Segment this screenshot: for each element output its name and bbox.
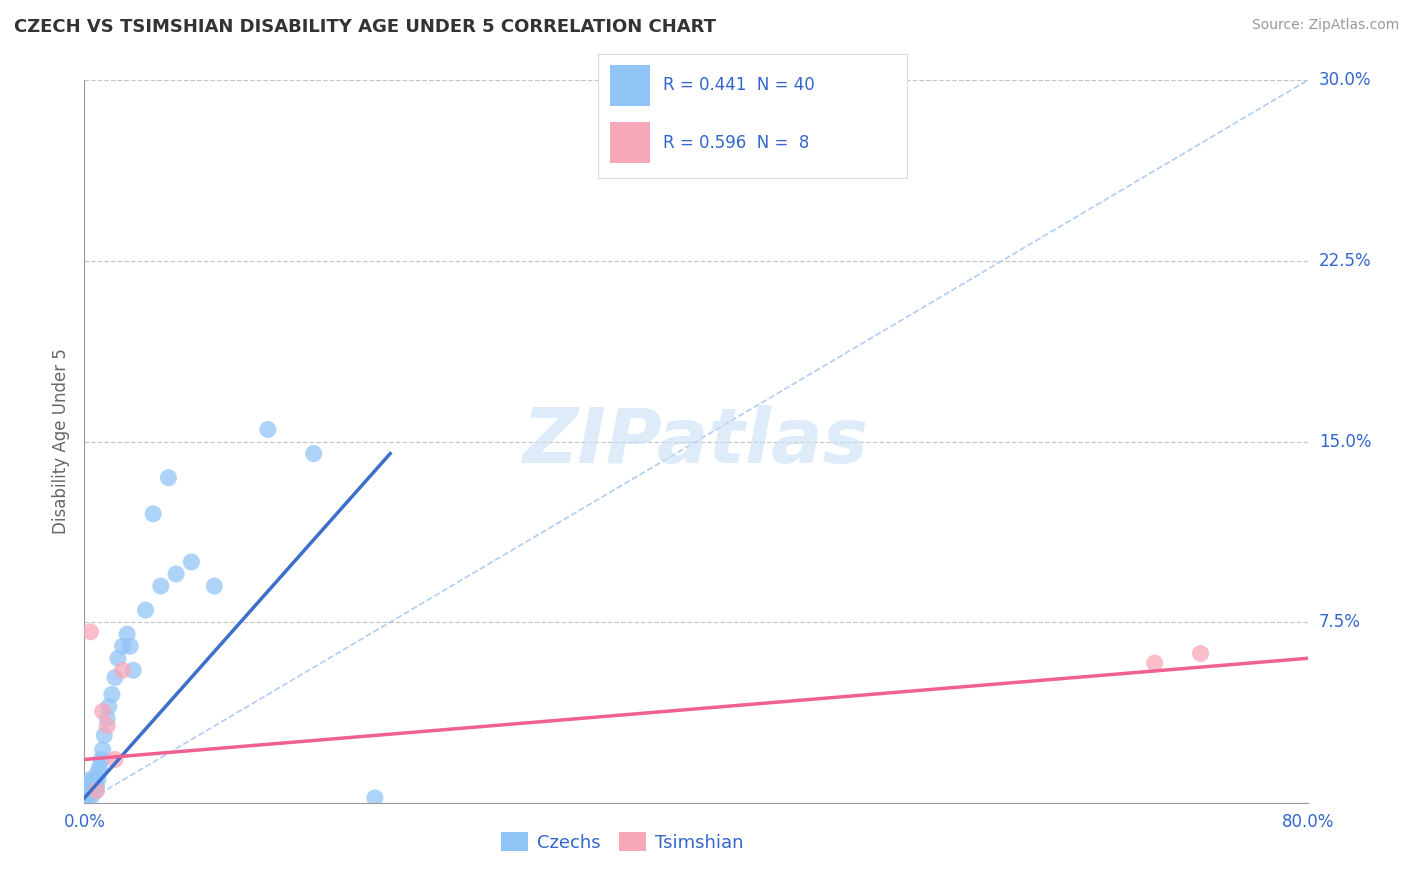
Point xyxy=(84,784,107,798)
Text: CZECH VS TSIMSHIAN DISABILITY AGE UNDER 5 CORRELATION CHART: CZECH VS TSIMSHIAN DISABILITY AGE UNDER … xyxy=(14,18,716,36)
Point xyxy=(86,784,108,798)
Point xyxy=(93,728,115,742)
Point xyxy=(104,671,127,685)
Point xyxy=(1189,647,1212,661)
Point xyxy=(165,567,187,582)
Point xyxy=(84,776,107,790)
Text: 15.0%: 15.0% xyxy=(1319,433,1371,450)
Point xyxy=(77,774,100,789)
Point xyxy=(111,664,134,678)
Text: 22.5%: 22.5% xyxy=(1319,252,1371,270)
Point xyxy=(79,624,101,639)
Point xyxy=(79,776,101,790)
Point xyxy=(122,664,145,678)
Point xyxy=(96,712,118,726)
Point xyxy=(79,786,101,800)
Point xyxy=(149,579,172,593)
Point xyxy=(86,779,108,793)
Point xyxy=(364,791,387,805)
Y-axis label: Disability Age Under 5: Disability Age Under 5 xyxy=(52,349,70,534)
Point xyxy=(180,555,202,569)
Point xyxy=(91,704,114,718)
Text: Source: ZipAtlas.com: Source: ZipAtlas.com xyxy=(1251,18,1399,32)
Point xyxy=(76,786,98,800)
Point xyxy=(104,752,127,766)
Text: 7.5%: 7.5% xyxy=(1319,613,1361,632)
Point xyxy=(75,784,97,798)
Point xyxy=(75,789,97,803)
Point xyxy=(97,699,120,714)
Point xyxy=(83,781,105,796)
Point xyxy=(87,772,110,786)
Point xyxy=(77,781,100,796)
Text: R = 0.441  N = 40: R = 0.441 N = 40 xyxy=(662,77,814,95)
Point xyxy=(101,687,124,701)
FancyBboxPatch shape xyxy=(610,65,650,106)
Point xyxy=(1143,656,1166,670)
Point xyxy=(89,760,111,774)
Legend: Czechs, Tsimshian: Czechs, Tsimshian xyxy=(494,825,751,859)
Point xyxy=(80,789,103,803)
Point xyxy=(135,603,157,617)
Text: R = 0.596  N =  8: R = 0.596 N = 8 xyxy=(662,134,808,152)
Point xyxy=(91,743,114,757)
Point xyxy=(302,446,325,460)
Text: 30.0%: 30.0% xyxy=(1319,71,1371,89)
Point xyxy=(107,651,129,665)
Point xyxy=(87,764,110,779)
Point xyxy=(157,470,180,484)
Point xyxy=(76,779,98,793)
Point xyxy=(77,789,100,803)
Point xyxy=(96,719,118,733)
Point xyxy=(202,579,225,593)
Point xyxy=(142,507,165,521)
FancyBboxPatch shape xyxy=(610,122,650,163)
Point xyxy=(120,639,142,653)
Point xyxy=(90,752,112,766)
Point xyxy=(111,639,134,653)
Point xyxy=(80,772,103,786)
Text: ZIPatlas: ZIPatlas xyxy=(523,405,869,478)
Point xyxy=(257,422,280,436)
Point xyxy=(115,627,138,641)
